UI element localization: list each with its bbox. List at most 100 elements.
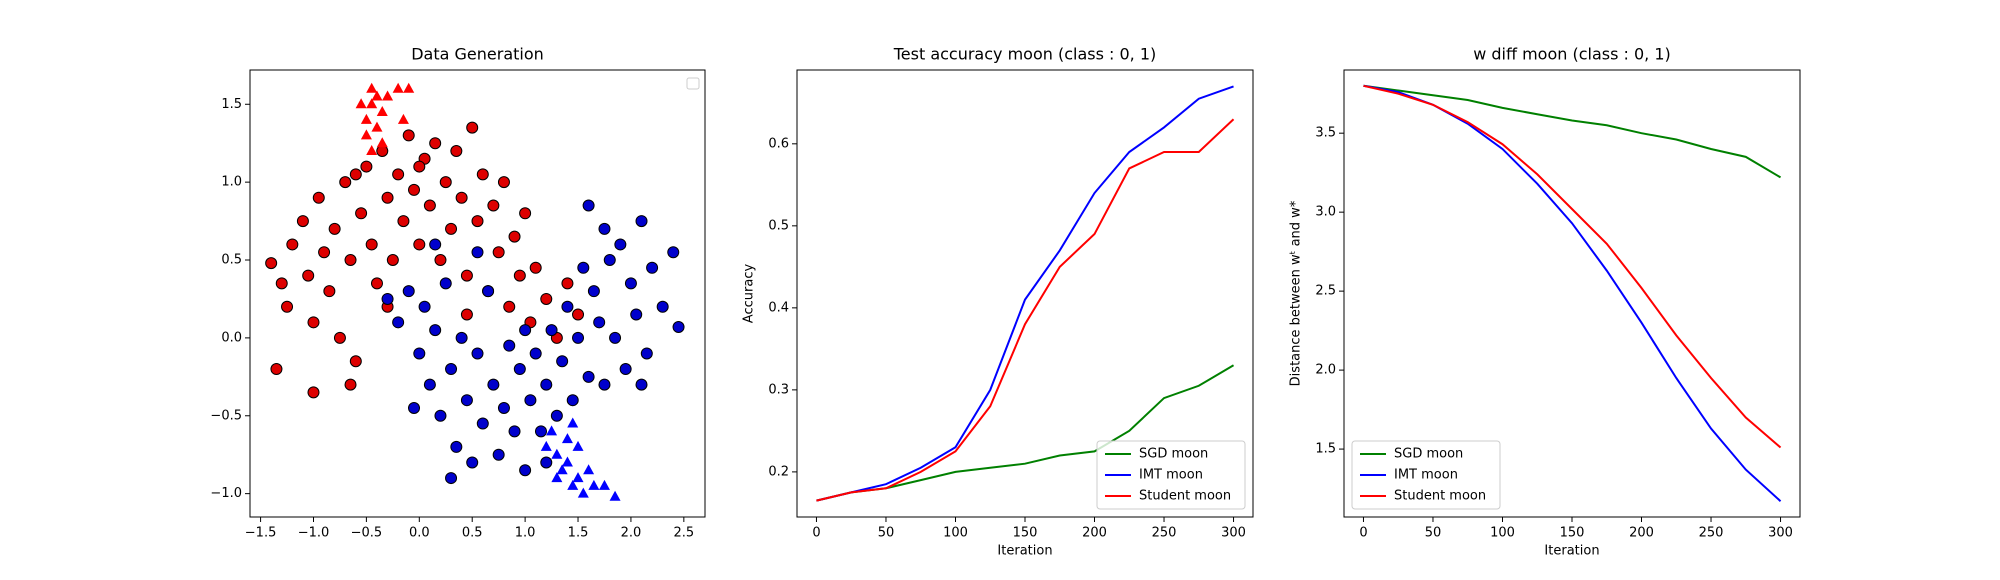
scatter-point (402, 129, 415, 142)
x-tick-label: 250 (1699, 526, 1724, 541)
legend-label: IMT moon (1139, 468, 1203, 483)
x-tick-label: 250 (1152, 526, 1177, 541)
x-tick-label: 200 (1629, 526, 1654, 541)
scatter-point (492, 448, 505, 461)
scatter-point (545, 324, 558, 337)
scatter-point (281, 300, 294, 313)
scatter-point (482, 285, 495, 298)
scatter-point (497, 176, 510, 189)
scatter-point (619, 363, 632, 376)
y-tick-label: 1.0 (221, 175, 242, 190)
scatter-point (582, 199, 595, 212)
scatter-point (566, 394, 579, 407)
scatter-point (381, 191, 394, 204)
triangle-point (366, 98, 378, 109)
x-tick-label: 0.5 (462, 526, 483, 541)
scatter-point (318, 246, 331, 259)
scatter-point (455, 331, 468, 344)
scatter-point (572, 331, 585, 344)
scatter-point (471, 215, 484, 228)
x-tick-label: 1.5 (568, 526, 589, 541)
plot-frame (249, 69, 706, 518)
legend-label: SGD moon (1139, 447, 1208, 462)
triangle-point (376, 137, 388, 148)
scatter-point (519, 207, 532, 220)
scatter-point (445, 363, 458, 376)
scatter-point (455, 191, 468, 204)
scatter-point (598, 378, 611, 391)
legend-box (1096, 440, 1246, 510)
triangle-point (572, 472, 584, 483)
scatter-point (513, 269, 526, 282)
x-tick-label: 100 (1490, 526, 1515, 541)
line-series (816, 118, 1235, 502)
legend-box (686, 77, 700, 90)
scatter-point (534, 425, 547, 438)
x-axis-label: Iteration (997, 544, 1052, 559)
scatter-point (418, 300, 431, 313)
scatter-point (577, 261, 590, 274)
scatter-point (397, 215, 410, 228)
triangle-point (556, 464, 568, 475)
y-tick-label: 0.0 (221, 330, 242, 345)
scatter-point (466, 456, 479, 469)
scatter-point (328, 222, 341, 235)
triangle-point (551, 448, 563, 459)
scatter-point (624, 277, 637, 290)
scatter-point (429, 238, 442, 251)
scatter-point (349, 168, 362, 181)
scatter-point (630, 308, 643, 321)
scatter-point (392, 316, 405, 329)
scatter-point (265, 257, 278, 270)
scatter-point (508, 425, 521, 438)
y-tick-label: 1.5 (1315, 442, 1336, 457)
triangle-point (561, 456, 573, 467)
chart-title: w diff moon (class : 0, 1) (1473, 45, 1671, 64)
line-series (1363, 84, 1782, 502)
x-tick-label: 2.5 (673, 526, 694, 541)
scatter-point (471, 347, 484, 360)
scatter-point (323, 285, 336, 298)
y-axis-label: Accuracy (742, 264, 757, 324)
y-tick-label: 2.5 (1315, 284, 1336, 299)
scatter-point (460, 394, 473, 407)
scatter-point (614, 238, 627, 251)
scatter-point (450, 440, 463, 453)
y-tick-label: 0.5 (221, 253, 242, 268)
scatter-point (646, 261, 659, 274)
scatter-point (370, 277, 383, 290)
legend-label: Student moon (1394, 489, 1486, 504)
scatter-point (561, 300, 574, 313)
y-tick-label: −1.0 (210, 486, 242, 501)
x-tick-label: 300 (1221, 526, 1246, 541)
scatter-point (540, 292, 553, 305)
line-series (816, 85, 1234, 502)
y-tick-label: 2.0 (1315, 363, 1336, 378)
scatter-point (439, 176, 452, 189)
scatter-point (540, 378, 553, 391)
y-tick-label: 1.5 (221, 97, 242, 112)
triangle-point (403, 82, 415, 93)
scatter-point (667, 246, 680, 259)
scatter-point (450, 144, 463, 157)
scatter-point (349, 355, 362, 368)
triangle-point (583, 464, 595, 475)
scatter-point (460, 308, 473, 321)
plot-frame (796, 69, 1254, 518)
triangle-point (392, 82, 404, 93)
scatter-point (672, 320, 685, 333)
scatter-point (497, 401, 510, 414)
triangle-point (371, 90, 383, 101)
scatter-point (587, 285, 600, 298)
scatter-point (508, 230, 521, 243)
y-tick-label: 0.5 (768, 218, 789, 233)
scatter-point (434, 409, 447, 422)
scatter-point (492, 246, 505, 259)
triangle-point (609, 490, 621, 501)
scatter-point (656, 300, 669, 313)
x-tick-label: 150 (1560, 526, 1585, 541)
triangle-point (360, 129, 372, 140)
scatter-point (540, 456, 553, 469)
scatter-point (307, 386, 320, 399)
